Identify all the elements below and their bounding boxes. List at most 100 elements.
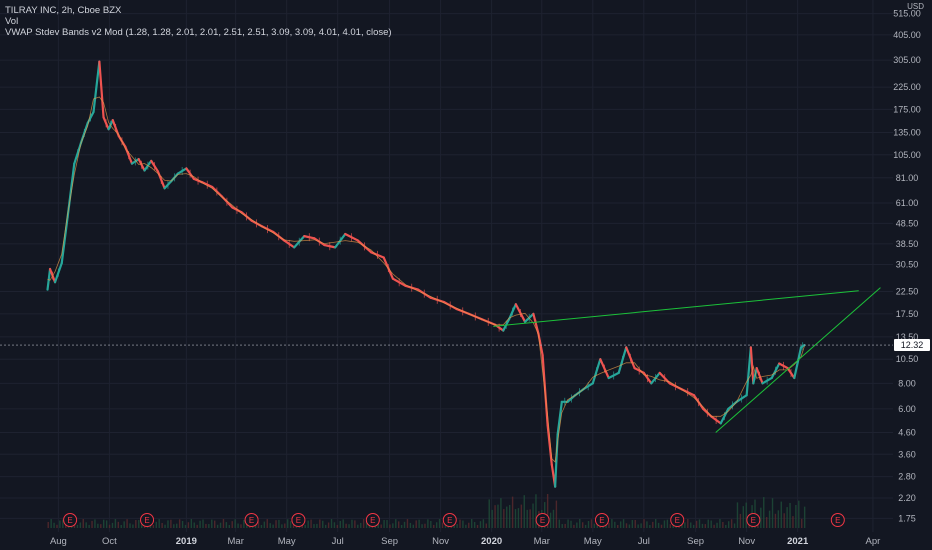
volume-bar bbox=[281, 524, 283, 528]
volume-bar bbox=[520, 504, 523, 528]
volume-bar bbox=[619, 521, 622, 528]
y-tick-label: 6.00 bbox=[898, 404, 916, 414]
volume-bar bbox=[573, 524, 575, 528]
volume-bar bbox=[646, 521, 648, 528]
volume-bar bbox=[173, 524, 175, 528]
volume-bar bbox=[287, 519, 289, 528]
earnings-marker[interactable]: E bbox=[535, 513, 550, 527]
indicator-legend[interactable]: VWAP Stdev Bands v2 Mod (1.28, 1.28, 2.0… bbox=[5, 27, 392, 38]
volume-bar bbox=[330, 519, 333, 528]
volume-bar bbox=[608, 522, 610, 528]
earnings-label: E bbox=[144, 516, 149, 525]
volume-bar bbox=[275, 520, 277, 528]
volume-bar bbox=[324, 524, 327, 528]
earnings-circle bbox=[746, 513, 761, 527]
y-tick-label: 175.00 bbox=[893, 104, 921, 114]
earnings-label: E bbox=[370, 516, 375, 525]
volume-bar bbox=[62, 519, 64, 528]
volume-bar bbox=[415, 520, 417, 528]
earnings-label: E bbox=[751, 516, 756, 525]
volume-bar bbox=[316, 523, 318, 528]
y-tick-label: 17.50 bbox=[896, 309, 919, 319]
price-axis[interactable]: 1.75 2.20 2.80 3.60 4.60 6.00 8.00 10.50 13.50 17… bbox=[893, 9, 921, 524]
legend: TILRAY INC, 2h, Cboe BZX Vol VWAP Stdev … bbox=[5, 5, 392, 38]
trendlines[interactable] bbox=[493, 287, 881, 433]
volume-bar bbox=[549, 512, 552, 528]
volume-bar bbox=[687, 519, 689, 528]
vwap-line bbox=[47, 96, 805, 463]
volume-bar bbox=[219, 522, 222, 528]
volume-bar bbox=[663, 520, 666, 528]
x-tick-label: Nov bbox=[738, 536, 755, 547]
volume-bar bbox=[213, 520, 216, 528]
volume-bar bbox=[365, 521, 368, 528]
volume-legend[interactable]: Vol bbox=[5, 16, 19, 27]
y-tick-label: 8.00 bbox=[898, 378, 916, 388]
volume-bar bbox=[801, 518, 803, 528]
volume-bar bbox=[161, 522, 163, 528]
earnings-marker[interactable]: E bbox=[746, 513, 761, 527]
earnings-marker[interactable]: E bbox=[670, 513, 685, 527]
volume-bar bbox=[403, 521, 406, 528]
earnings-marker[interactable]: E bbox=[365, 513, 380, 527]
volume-bar bbox=[576, 522, 578, 528]
volume-bar bbox=[657, 522, 660, 528]
volume-bar bbox=[707, 519, 709, 528]
y-tick-label: 4.60 bbox=[898, 427, 916, 437]
volume-bar bbox=[82, 519, 84, 528]
volume-bar bbox=[684, 522, 686, 528]
volume-bar bbox=[237, 523, 239, 528]
volume-bar bbox=[368, 524, 371, 528]
volume-bar bbox=[129, 523, 131, 528]
earnings-marker[interactable]: E bbox=[140, 513, 155, 527]
earnings-marker[interactable]: E bbox=[442, 513, 457, 527]
volume-bar bbox=[88, 524, 90, 528]
time-axis[interactable]: Aug Oct 2019 Mar May Jul Sep Nov 2020 Mar May Jul Se… bbox=[50, 536, 880, 547]
volume-bar bbox=[319, 519, 321, 528]
volume-bar bbox=[211, 519, 213, 528]
volume-bar bbox=[631, 520, 634, 528]
volume-bar bbox=[780, 501, 782, 528]
earnings-marker[interactable]: E bbox=[244, 513, 259, 527]
earnings-marker[interactable]: E bbox=[594, 513, 609, 527]
volume-bar bbox=[570, 520, 572, 528]
volume-bar bbox=[79, 522, 82, 528]
earnings-marker[interactable]: E bbox=[63, 513, 78, 527]
volume-bar bbox=[152, 524, 155, 528]
volume-bar bbox=[730, 519, 733, 528]
volume-bar bbox=[768, 510, 771, 528]
price-series[interactable] bbox=[46, 60, 806, 488]
volume-bar bbox=[278, 519, 280, 528]
earnings-circle bbox=[442, 513, 457, 527]
volume-bar bbox=[605, 524, 607, 528]
volume-bar bbox=[733, 523, 736, 528]
volume-bar bbox=[485, 523, 488, 528]
volume-bar bbox=[310, 519, 312, 528]
volume-bar bbox=[120, 524, 122, 528]
earnings-marker[interactable]: E bbox=[830, 513, 845, 527]
earnings-marker[interactable]: E bbox=[291, 513, 306, 527]
y-tick-label: 515.00 bbox=[893, 9, 921, 19]
volume-bar bbox=[535, 494, 537, 528]
symbol-title[interactable]: TILRAY INC, 2h, Cboe BZX bbox=[5, 5, 122, 16]
volume-bar bbox=[617, 524, 619, 528]
volume-bar bbox=[640, 523, 642, 528]
y-tick-label: 2.20 bbox=[898, 493, 916, 503]
volume-bar bbox=[108, 524, 111, 528]
volume-bar bbox=[126, 519, 128, 528]
volume-bar bbox=[511, 496, 514, 528]
volume-bar bbox=[424, 523, 426, 528]
volume-bar bbox=[468, 522, 470, 528]
earnings-label: E bbox=[447, 516, 452, 525]
y-tick-label: 105.00 bbox=[893, 150, 921, 160]
last-price-box bbox=[894, 339, 930, 352]
volume-bar bbox=[462, 520, 464, 528]
y-tick-label: 3.60 bbox=[898, 449, 916, 459]
volume-bar bbox=[97, 523, 99, 528]
volume-bar bbox=[722, 522, 724, 528]
y-tick-label: 1.75 bbox=[898, 513, 916, 523]
volume-bar bbox=[803, 506, 806, 528]
